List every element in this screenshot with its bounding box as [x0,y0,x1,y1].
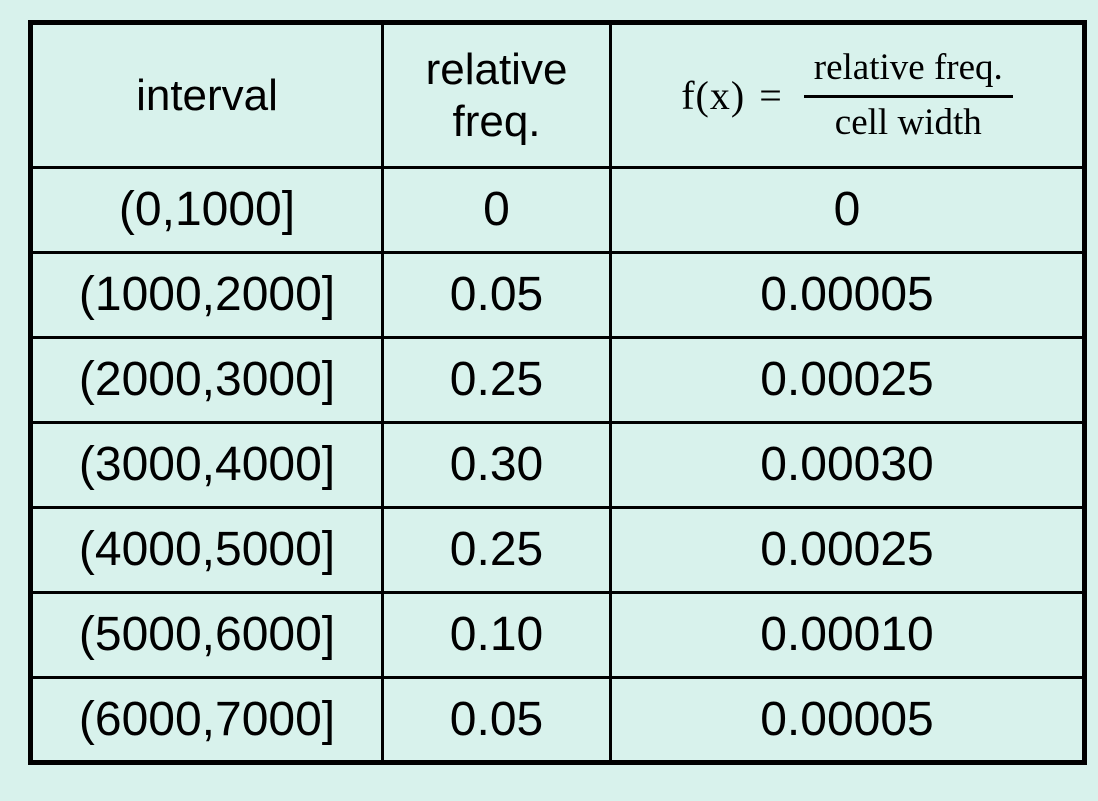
cell-fx: 0 [609,166,1086,254]
formula-numerator: relative freq. [803,47,1013,98]
table-row: (2000,3000] 0.25 0.00025 [29,336,1086,424]
header-relative-freq: relative freq. [381,21,612,169]
table-row: (3000,4000] 0.30 0.00030 [29,421,1086,509]
cell-interval: (0,1000] [29,166,384,254]
table-row: (5000,6000] 0.10 0.00010 [29,591,1086,679]
table-body: (0,1000] 0 0 (1000,2000] 0.05 0.00005 (2… [29,166,1086,764]
cell-interval: (6000,7000] [29,676,384,764]
cell-interval: (4000,5000] [29,506,384,594]
cell-relative-freq: 0.05 [381,251,612,339]
cell-interval: (2000,3000] [29,336,384,424]
cell-relative-freq: 0.05 [381,676,612,764]
cell-fx: 0.00005 [609,676,1086,764]
density-function-table: interval relative freq. f(x) = relative … [28,20,1087,765]
table-row: (4000,5000] 0.25 0.00025 [29,506,1086,594]
header-interval: interval [29,21,384,169]
cell-fx: 0.00025 [609,506,1086,594]
cell-fx: 0.00025 [609,336,1086,424]
formula-fraction: relative freq. cell width [803,47,1013,144]
table-row: (1000,2000] 0.05 0.00005 [29,251,1086,339]
cell-relative-freq: 0.25 [381,336,612,424]
cell-fx: 0.00010 [609,591,1086,679]
table-row: (0,1000] 0 0 [29,166,1086,254]
fx-formula: f(x) = relative freq. cell width [681,47,1013,144]
table-row: (6000,7000] 0.05 0.00005 [29,676,1086,764]
cell-relative-freq: 0.10 [381,591,612,679]
cell-relative-freq: 0.30 [381,421,612,509]
formula-lhs: f(x) [681,72,746,118]
header-fx-formula: f(x) = relative freq. cell width [609,21,1086,169]
cell-fx: 0.00005 [609,251,1086,339]
cell-relative-freq: 0 [381,166,612,254]
formula-equals-sign: = [759,72,782,118]
header-row: interval relative freq. f(x) = relative … [29,21,1086,169]
cell-relative-freq: 0.25 [381,506,612,594]
cell-interval: (1000,2000] [29,251,384,339]
cell-fx: 0.00030 [609,421,1086,509]
cell-interval: (3000,4000] [29,421,384,509]
formula-denominator: cell width [834,101,982,143]
cell-interval: (5000,6000] [29,591,384,679]
